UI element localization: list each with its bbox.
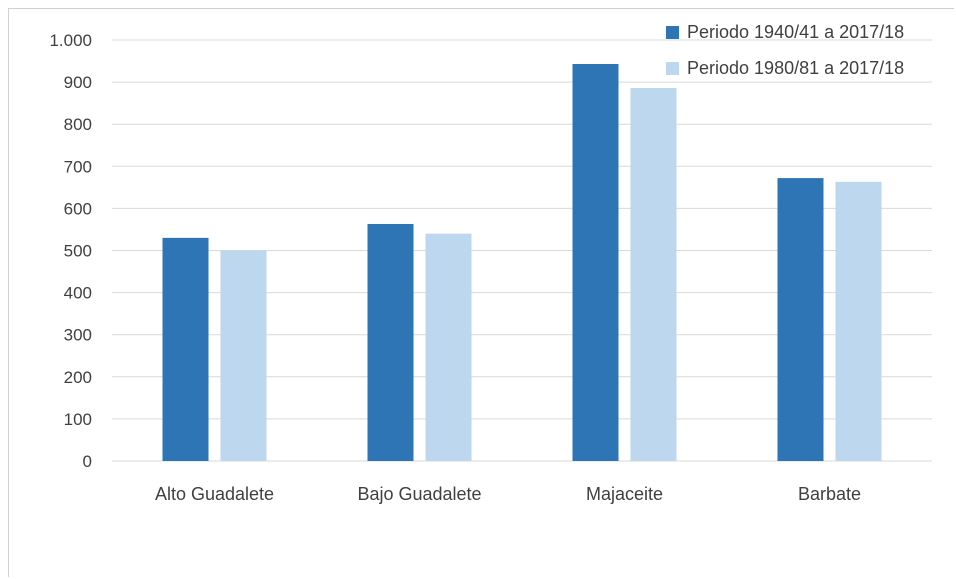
y-axis: 0 100 200 300 400 500 600 700 800 900 1.000 <box>49 31 92 471</box>
bar-alto-guadalete-series-1 <box>162 237 209 461</box>
legend: Periodo 1940/41 a 2017/18 Periodo 1980/81… <box>666 22 904 78</box>
bar-majaceite-series-1 <box>572 63 619 461</box>
x-tick-label: Barbate <box>798 484 861 504</box>
legend-swatch <box>666 62 679 75</box>
bars <box>162 63 882 461</box>
bar-barbate-series-2 <box>835 181 882 461</box>
y-tick-label: 500 <box>64 242 92 261</box>
x-tick-label: Bajo Guadalete <box>357 484 481 504</box>
legend-label: Periodo 1980/81 a 2017/18 <box>687 58 904 78</box>
y-tick-label: 1.000 <box>49 31 92 50</box>
bar-bajo-guadalete-series-1 <box>367 223 414 461</box>
bar-barbate-series-1 <box>777 178 824 461</box>
x-axis: Alto Guadalete Bajo Guadalete Majaceite Bar… <box>155 484 861 504</box>
x-tick-label: Majaceite <box>586 484 663 504</box>
y-tick-label: 300 <box>64 326 92 345</box>
legend-swatch <box>666 26 679 39</box>
bar-bajo-guadalete-series-2 <box>425 233 472 461</box>
y-tick-label: 600 <box>64 199 92 218</box>
y-tick-label: 900 <box>64 73 92 92</box>
y-tick-label: 800 <box>64 115 92 134</box>
y-tick-label: 200 <box>64 368 92 387</box>
bar-majaceite-series-2 <box>630 87 677 461</box>
x-tick-label: Alto Guadalete <box>155 484 274 504</box>
y-tick-label: 0 <box>83 452 92 471</box>
bar-alto-guadalete-series-2 <box>220 250 267 461</box>
y-tick-label: 100 <box>64 410 92 429</box>
y-tick-label: 700 <box>64 157 92 176</box>
legend-label: Periodo 1940/41 a 2017/18 <box>687 22 904 42</box>
y-tick-label: 400 <box>64 284 92 303</box>
